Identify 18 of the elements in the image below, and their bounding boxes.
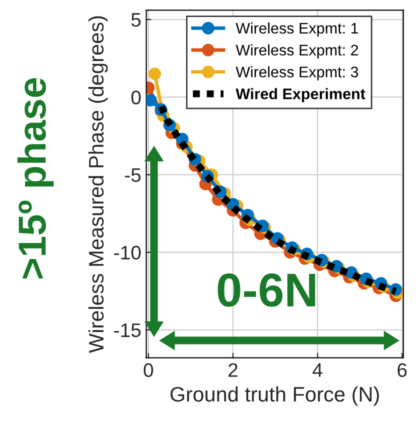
y-tick-label: 5 — [131, 13, 141, 27]
legend-label: Wireless Expmt: 2 — [236, 44, 358, 59]
y-axis-title: Wireless Measured Phase (degrees) — [88, 16, 108, 353]
annotation: 0-6N — [218, 273, 316, 307]
legend-label: Wireless Expmt: 1 — [236, 22, 358, 37]
y-tick-label: -5 — [125, 168, 141, 182]
y-tick-label: -15 — [114, 324, 141, 338]
legend-label: Wired Experiment — [236, 88, 366, 102]
y-tick-label: 0 — [131, 90, 141, 104]
x-tick-label: 0 — [144, 363, 154, 377]
x-tick-label: 2 — [228, 363, 238, 377]
y-tick-label: -10 — [114, 246, 141, 260]
x-tick-label: 6 — [398, 363, 407, 377]
legend-label: Wireless Expmt: 3 — [236, 66, 358, 80]
x-axis-title: Ground truth Force (N) — [170, 386, 379, 406]
point — [148, 68, 162, 80]
text: >15º phase — [17, 78, 54, 279]
x-tick-label: 4 — [312, 363, 322, 377]
